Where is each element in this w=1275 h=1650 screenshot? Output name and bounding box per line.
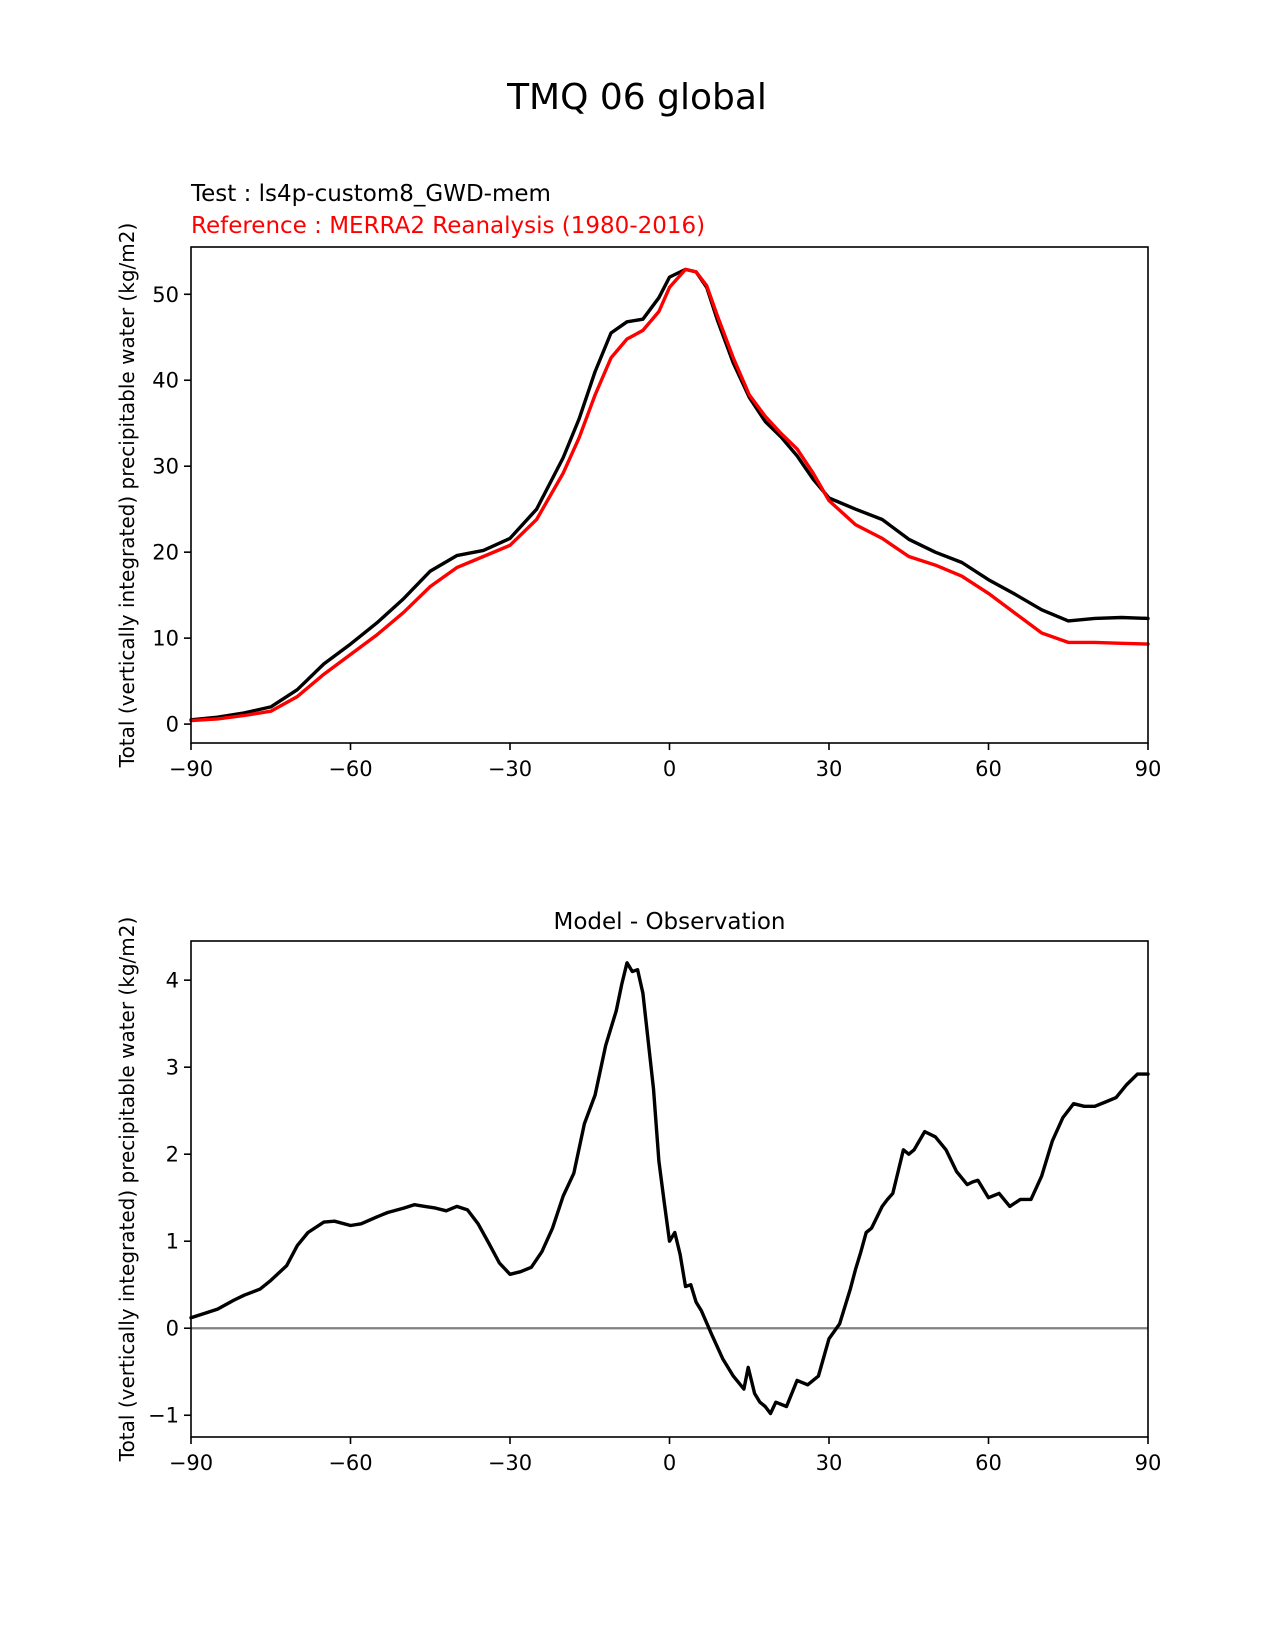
figure-title: TMQ 06 global	[506, 77, 767, 118]
panel-title: Model - Observation	[553, 909, 785, 935]
y-tick-label: 0	[166, 713, 179, 737]
x-tick-label: 0	[663, 1451, 676, 1475]
difference-series-line	[189, 961, 1150, 1416]
x-tick-label: −90	[169, 757, 213, 781]
y-tick-label: 20	[152, 541, 179, 565]
y-tick-label: 2	[166, 1143, 179, 1167]
y-axis-label: Total (vertically integrated) precipitab…	[115, 223, 139, 769]
y-tick-label: 50	[152, 283, 179, 307]
x-tick-label: 90	[1135, 1451, 1162, 1475]
y-tick-label: 10	[152, 627, 179, 651]
reference-series-line	[189, 267, 1150, 723]
x-tick-label: −30	[488, 1451, 532, 1475]
x-tick-label: 60	[975, 1451, 1002, 1475]
x-tick-label: −60	[328, 757, 372, 781]
x-tick-label: 30	[816, 1451, 843, 1475]
y-tick-label: 30	[152, 455, 179, 479]
x-tick-label: 60	[975, 757, 1002, 781]
y-tick-label: 3	[166, 1056, 179, 1080]
x-tick-label: 0	[663, 757, 676, 781]
y-tick-label: 40	[152, 369, 179, 393]
y-tick-label: 0	[166, 1317, 179, 1341]
x-tick-label: 90	[1135, 757, 1162, 781]
test-label: Test : ls4p-custom8_GWD-mem	[190, 181, 551, 207]
test-series-line	[189, 267, 1150, 722]
y-tick-label: −1	[148, 1404, 179, 1428]
reference-label: Reference : MERRA2 Reanalysis (1980-2016…	[191, 213, 705, 239]
axes-frame	[190, 940, 1149, 1438]
top-line-panel: −90 −60 −30 0 30 60 90 0 10 20 30 40 50 Total (vertic…	[115, 181, 1161, 781]
axes-frame	[190, 246, 1149, 744]
difference-panel: −90 −60 −30 0 30 60 90 −1 0 1 2 3 4 Total (vertically…	[115, 909, 1161, 1475]
x-tick-label: −90	[169, 1451, 213, 1475]
y-axis-label: Total (vertically integrated) precipitab…	[115, 917, 139, 1463]
y-tick-label: 4	[166, 969, 179, 993]
y-tick-label: 1	[166, 1230, 179, 1254]
x-tick-label: −60	[328, 1451, 372, 1475]
x-tick-label: 30	[816, 757, 843, 781]
x-tick-label: −30	[488, 757, 532, 781]
